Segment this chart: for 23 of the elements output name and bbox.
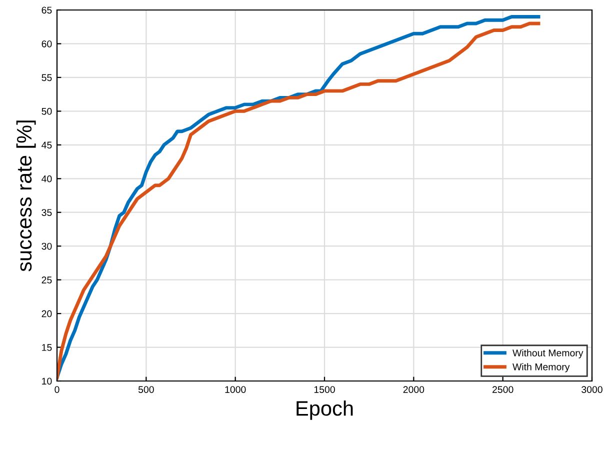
y-axis-title: success rate [%] — [16, 120, 36, 272]
x-tick-label: 3000 — [582, 386, 602, 393]
x-tick-label: 0 — [54, 386, 60, 393]
y-tick-label: 25 — [42, 276, 52, 284]
y-tick-label: 65 — [42, 6, 52, 14]
y-tick-label: 30 — [42, 242, 52, 250]
y-tick-label: 35 — [42, 209, 52, 216]
legend-label: Without Memory — [512, 349, 584, 358]
x-tick-label: 1500 — [314, 386, 335, 393]
y-tick-label: 15 — [42, 344, 52, 351]
y-tick-label: 20 — [42, 310, 52, 318]
x-tick-label: 2000 — [403, 386, 424, 393]
y-tick-label: 55 — [42, 74, 52, 82]
y-tick-label: 60 — [42, 40, 52, 48]
y-tick-label: 50 — [42, 108, 52, 115]
x-tick-label: 2500 — [492, 386, 514, 393]
x-tick-label: 1000 — [225, 386, 246, 393]
legend-label: With Memory — [512, 363, 570, 372]
y-tick-label: 40 — [42, 175, 52, 182]
y-tick-label: 45 — [42, 142, 52, 149]
y-tick-label: 10 — [42, 378, 52, 385]
x-axis-title: Epoch — [296, 400, 353, 420]
x-tick-label: 500 — [138, 386, 154, 393]
